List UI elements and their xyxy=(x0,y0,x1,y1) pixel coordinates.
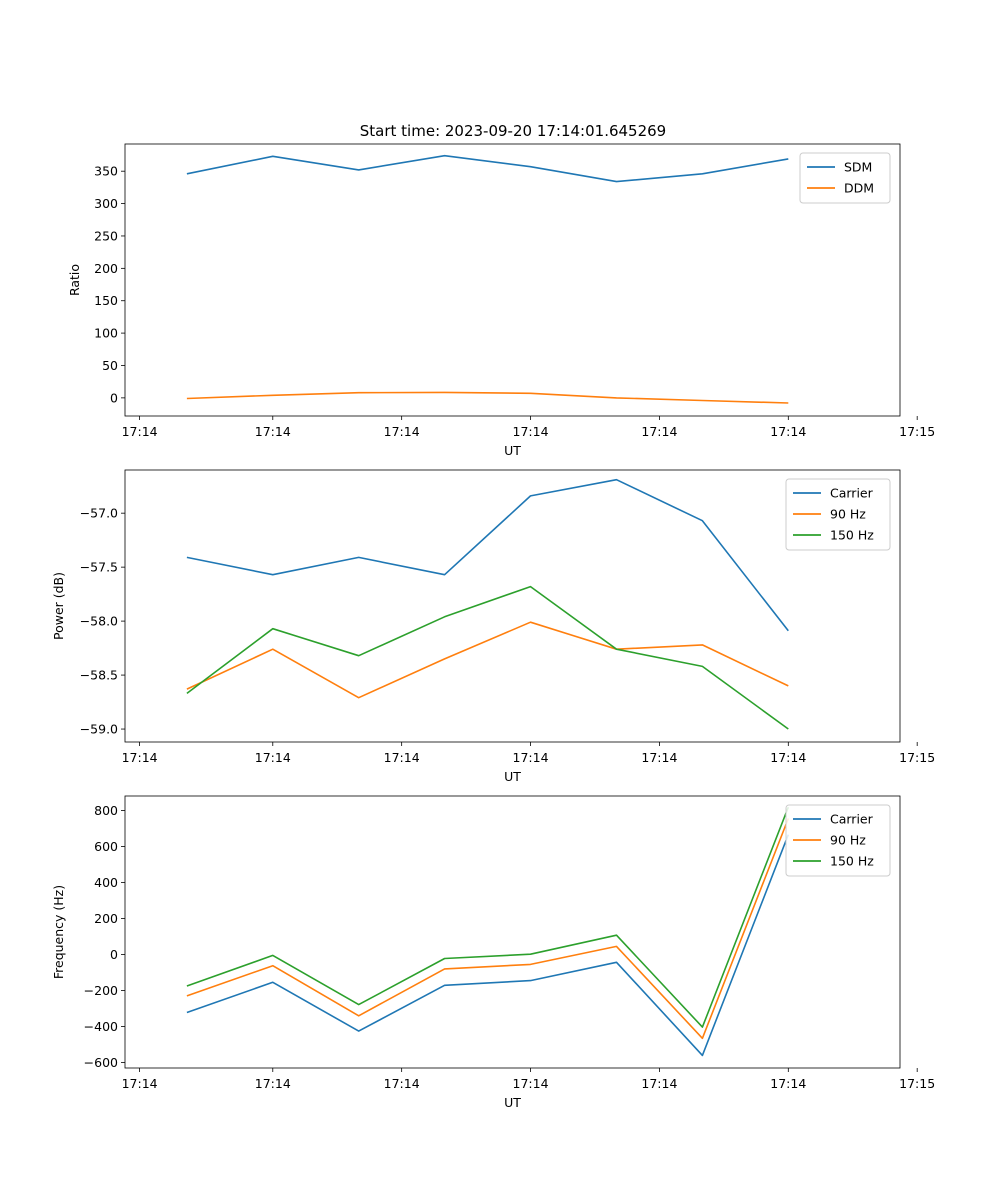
x-tick-label: 17:14 xyxy=(641,1076,677,1091)
series-line-ddm xyxy=(186,391,789,404)
x-tick-label: 17:14 xyxy=(641,424,677,439)
y-tick-label: 0 xyxy=(110,390,118,405)
x-tick-label: 17:14 xyxy=(384,1076,420,1091)
x-tick-label: 17:15 xyxy=(899,424,935,439)
x-axis-label: UT xyxy=(504,443,521,458)
y-tick-label: 150 xyxy=(94,293,118,308)
series-line-carrier xyxy=(186,478,789,632)
legend-box xyxy=(785,478,891,551)
x-tick-label: 17:14 xyxy=(513,750,549,765)
figure-title: Start time: 2023-09-20 17:14:01.645269 xyxy=(360,122,666,140)
x-axis-label: UT xyxy=(504,1095,521,1110)
y-tick-label: −58.0 xyxy=(80,614,118,629)
chart-panel-3: −600 −400 −200 0 200 400 600 800 17:14 17:14 17:14… xyxy=(51,795,935,1110)
chart-panel-1: 0 50 100 150 200 250 300 350 17:14 17:14 17:14 17:1… xyxy=(67,143,935,458)
y-tick-label: 350 xyxy=(94,164,118,179)
y-tick-label: 800 xyxy=(94,803,118,818)
y-tick-label: −57.5 xyxy=(80,560,118,575)
legend-entry: 150 Hz xyxy=(830,854,874,869)
plot-frame xyxy=(124,469,901,743)
chart-panel-2: −59.0 −58.5 −58.0 −57.5 −57.0 17:14 17:14 17:14… xyxy=(51,469,935,784)
y-tick-label: −200 xyxy=(84,983,118,998)
x-tick-label: 17:14 xyxy=(122,1076,158,1091)
y-tick-label: 250 xyxy=(94,228,118,243)
x-tick-label: 17:15 xyxy=(899,750,935,765)
x-tick-label: 17:14 xyxy=(255,1076,291,1091)
y-tick-label: −57.0 xyxy=(80,506,118,521)
legend-entry: Carrier xyxy=(830,486,874,501)
y-tick-label: 600 xyxy=(94,839,118,854)
x-tick-label: 17:14 xyxy=(641,750,677,765)
legend-box xyxy=(785,804,891,877)
legend-box xyxy=(799,152,891,204)
legend-entry: 90 Hz xyxy=(830,507,866,522)
y-tick-label: −400 xyxy=(84,1019,118,1034)
y-tick-label: 200 xyxy=(94,911,118,926)
legend-entry: 90 Hz xyxy=(830,833,866,848)
x-tick-label: 17:14 xyxy=(122,424,158,439)
x-tick-label: 17:14 xyxy=(513,1076,549,1091)
y-tick-label: 400 xyxy=(94,875,118,890)
series-line-150-hz xyxy=(186,585,789,730)
legend: Carrier 90 Hz 150 Hz xyxy=(785,478,891,551)
x-tick-label: 17:14 xyxy=(255,424,291,439)
x-tick-label: 17:14 xyxy=(122,750,158,765)
y-tick-label: −600 xyxy=(84,1055,118,1070)
series-line-90-hz xyxy=(186,621,789,699)
legend-entry: 150 Hz xyxy=(830,528,874,543)
legend: Carrier 90 Hz 150 Hz xyxy=(785,804,891,877)
plot-frame xyxy=(124,795,901,1069)
plot-frame xyxy=(124,143,901,417)
y-tick-label: 200 xyxy=(94,261,118,276)
legend-entry: Carrier xyxy=(830,812,874,827)
x-tick-label: 17:14 xyxy=(384,424,420,439)
x-tick-label: 17:14 xyxy=(770,1076,806,1091)
series-line-150-hz xyxy=(186,806,790,1028)
x-tick-label: 17:14 xyxy=(255,750,291,765)
y-tick-label: 0 xyxy=(110,947,118,962)
x-tick-label: 17:14 xyxy=(770,424,806,439)
x-tick-label: 17:14 xyxy=(770,750,806,765)
series-line-carrier xyxy=(186,834,790,1057)
x-tick-label: 17:14 xyxy=(513,424,549,439)
y-tick-label: 300 xyxy=(94,196,118,211)
y-axis-label: Power (dB) xyxy=(51,572,66,640)
series-line-90-hz xyxy=(186,818,790,1040)
y-tick-label: 100 xyxy=(94,326,118,341)
x-tick-label: 17:14 xyxy=(384,750,420,765)
y-tick-label: −59.0 xyxy=(80,722,118,737)
y-tick-label: −58.5 xyxy=(80,668,118,683)
legend-entry: DDM xyxy=(844,181,874,196)
y-axis-label: Frequency (Hz) xyxy=(51,885,66,979)
legend-entry: SDM xyxy=(844,160,872,175)
legend: SDM DDM xyxy=(799,152,891,204)
series-line-sdm xyxy=(186,154,789,183)
y-tick-label: 50 xyxy=(102,358,118,373)
x-tick-label: 17:15 xyxy=(899,1076,935,1091)
x-axis-label: UT xyxy=(504,769,521,784)
y-axis-label: Ratio xyxy=(67,264,82,296)
